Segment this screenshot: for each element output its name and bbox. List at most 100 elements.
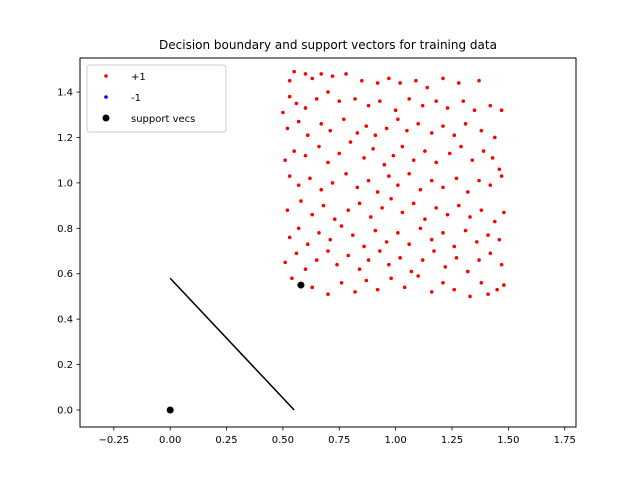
positive-class-point [400,210,405,215]
positive-class-point [382,162,387,167]
positive-class-point [303,153,308,158]
positive-class-point [303,106,308,110]
x-tick-label: 0.25 [215,435,237,446]
positive-class-point [287,174,292,178]
positive-class-point [472,108,477,113]
positive-class-point [326,249,330,253]
positive-class-point [290,276,294,281]
positive-class-point [465,269,470,274]
positive-class-point [337,99,342,103]
positive-class-point [366,178,371,183]
positive-class-point [373,133,378,138]
positive-class-point [344,72,348,76]
positive-class-point [434,206,439,210]
positive-class-point [319,187,324,192]
positive-class-point [481,149,486,153]
positive-class-point [502,210,506,215]
positive-class-point [285,126,290,131]
positive-class-point [285,208,290,212]
positive-class-point [366,258,371,262]
positive-class-point [328,237,333,242]
positive-class-point [463,122,468,126]
positive-class-point [283,158,287,162]
legend-label: -1 [131,93,141,104]
positive-class-point [294,251,299,256]
positive-class-point [416,274,420,278]
positive-class-point [416,122,420,126]
positive-class-point [423,217,427,222]
positive-class-point [384,126,389,131]
legend-marker [104,74,108,78]
positive-class-point [287,235,292,240]
positive-class-point [499,262,504,267]
positive-class-point [499,108,504,113]
positive-class-point [468,294,472,299]
positive-class-point [328,128,333,133]
positive-class-point [303,72,308,76]
positive-class-point [459,144,463,149]
positive-class-point [321,203,326,208]
positive-class-point [497,237,502,242]
legend-marker [104,95,108,99]
positive-class-point [454,256,459,260]
chart-title: Decision boundary and support vectors fo… [159,38,497,52]
positive-class-point [396,117,400,122]
positive-class-point [355,185,360,190]
positive-class-point [294,101,299,106]
positive-class-point [335,262,339,267]
positive-class-point [429,131,434,135]
x-tick-label: 1.25 [441,435,463,446]
x-tick-label: 0.00 [159,435,181,446]
positive-class-point [405,128,409,133]
positive-class-point [287,94,292,99]
support-vector-point [297,281,305,289]
positive-class-point [497,167,502,172]
positive-class-point [326,292,330,296]
positive-class-point [339,224,344,228]
x-tick-label: 1.75 [554,435,576,446]
positive-class-point [287,78,292,83]
positive-class-point [281,110,285,115]
positive-class-point [387,174,391,178]
positive-class-point [366,103,371,108]
y-tick-label: 1.0 [57,178,73,189]
positive-class-point [303,267,308,271]
positive-class-point [319,122,324,126]
y-axis: 0.0 0.2 0.4 0.6 0.8 1.0 1.2 1.4 [57,88,80,416]
positive-class-point [353,97,357,101]
positive-class-point [369,215,373,219]
positive-class-point [461,99,466,103]
positive-class-point [429,178,434,183]
positive-class-point [375,190,380,194]
positive-class-point [409,269,414,274]
positive-class-point [317,231,321,235]
positive-class-point [389,276,393,281]
positive-class-point [292,69,296,74]
positive-class-point [296,183,301,187]
positive-class-point [362,156,366,160]
y-tick-label: 0.2 [57,360,73,371]
positive-class-point [479,281,484,285]
positive-class-point [339,281,344,285]
x-tick-label: 0.50 [272,435,294,446]
positive-class-point [407,242,411,247]
positive-class-point [384,240,389,244]
positive-class-point [456,81,461,85]
positive-class-point [387,76,391,81]
positive-class-point [351,233,355,237]
positive-class-point [488,251,493,256]
positive-class-point [452,244,457,249]
positive-class-point [396,231,400,235]
positive-class-point [337,151,342,156]
positive-class-point [441,231,445,235]
positive-class-point [434,99,439,103]
positive-class-point [418,187,423,192]
positive-class-point [330,74,335,78]
positive-class-point [364,278,369,283]
positive-class-point [373,228,378,233]
positive-class-point [387,262,391,267]
positive-class-point [305,133,310,138]
positive-class-point [441,124,445,128]
x-axis: −0.25 0.00 0.25 0.50 0.75 1.00 1.25 1.50 1.75 [98,427,576,446]
